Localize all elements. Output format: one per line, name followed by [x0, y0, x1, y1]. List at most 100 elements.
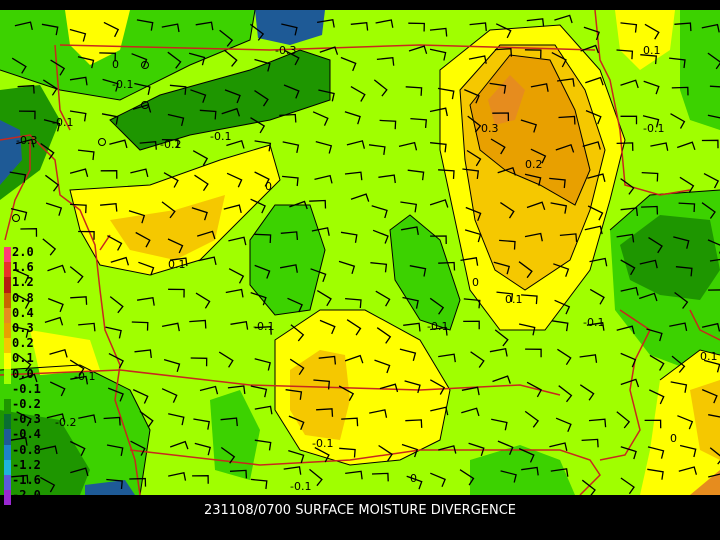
wind-barb — [218, 351, 234, 368]
contour-label: -0.3 — [275, 44, 296, 57]
legend-label: 0.1 — [12, 351, 34, 366]
wind-barb — [369, 409, 388, 418]
wind-barb — [69, 266, 84, 284]
wind-barb — [579, 354, 598, 363]
wind-barb — [103, 416, 121, 426]
wind-barb — [17, 84, 35, 94]
wind-barb — [525, 348, 542, 358]
moisture-divergence-map: 0 -0.1 -0.3 -0.1 -0.2 -0.1 -0.3 0 0.3 0.… — [0, 10, 720, 495]
legend-swatch — [4, 475, 11, 491]
legend-row: 1.6 — [4, 261, 44, 278]
wind-barb — [673, 236, 690, 249]
wind-barb — [496, 291, 514, 302]
wind-barb — [338, 385, 355, 402]
wind-barb — [250, 291, 267, 306]
wind-barb — [311, 227, 330, 236]
wind-barb — [674, 291, 689, 309]
wind-barb — [467, 115, 482, 133]
wind-barb — [282, 141, 300, 154]
wind-barb — [254, 439, 272, 451]
legend-row: -1.2 — [4, 458, 44, 475]
wind-barb — [309, 199, 327, 209]
region-neg-upper-left — [0, 10, 255, 100]
wind-barb — [647, 446, 665, 459]
wind-barb — [47, 264, 66, 274]
legend-row: -1.6 — [4, 473, 44, 491]
wind-barb — [587, 173, 606, 182]
wind-barb — [283, 466, 302, 475]
wind-barb — [409, 265, 427, 277]
legend-swatch — [4, 323, 11, 339]
wind-barb — [254, 405, 273, 415]
wind-barb — [584, 225, 603, 235]
region-pos-mid-left-core — [110, 195, 225, 260]
wind-barb — [616, 233, 635, 243]
wind-barb — [18, 110, 36, 120]
legend-label: 2.0 — [12, 245, 34, 259]
wind-barb — [105, 326, 122, 339]
wind-barb — [679, 444, 697, 458]
wind-barb — [102, 78, 119, 92]
wind-barb — [620, 207, 639, 216]
wind-barb — [430, 142, 447, 153]
wind-barb — [283, 84, 300, 99]
wind-barb — [70, 375, 89, 385]
wind-barb — [495, 23, 512, 39]
wind-barb — [616, 49, 634, 60]
wind-barb — [11, 474, 29, 484]
wind-barb — [620, 378, 640, 388]
contour-label: -0.3 — [16, 134, 37, 147]
wind-barb — [530, 83, 549, 92]
wind-barb — [130, 168, 149, 178]
wind-barb — [370, 262, 388, 273]
wind-barb — [136, 19, 154, 31]
wind-barb — [671, 355, 686, 373]
wind-barb — [640, 54, 658, 65]
wind-barb — [199, 385, 219, 395]
wind-barb — [463, 320, 480, 330]
wind-barb — [469, 22, 487, 32]
wind-barb — [279, 113, 297, 123]
wind-barb — [12, 325, 29, 338]
region-pos-bottom-center-core — [290, 350, 350, 440]
wind-barb — [43, 119, 61, 132]
wind-barb — [670, 113, 686, 129]
legend-swatch — [4, 399, 11, 415]
wind-barb — [550, 202, 568, 214]
wind-barb — [314, 447, 330, 463]
legend-swatch — [4, 444, 11, 460]
legend-swatch — [4, 490, 11, 506]
wind-barb — [375, 290, 391, 307]
contour-label: -0.1 — [112, 78, 133, 91]
wind-barb — [429, 27, 448, 37]
wind-barb — [250, 385, 268, 398]
wind-barb — [345, 297, 362, 309]
wind-barb — [131, 53, 148, 68]
legend-label: 1.2 — [12, 275, 34, 290]
contour-label: -0.1 — [74, 370, 95, 383]
wind-barb — [526, 201, 546, 211]
wind-barb — [344, 111, 361, 125]
wind-barb — [109, 139, 128, 149]
wind-barb — [646, 328, 663, 342]
legend-swatch — [4, 353, 11, 369]
wind-barb — [429, 297, 445, 315]
wind-barb — [549, 177, 566, 189]
wind-barb — [581, 479, 596, 495]
wind-barb — [49, 348, 68, 358]
wind-barb — [707, 114, 720, 119]
wind-barb — [10, 207, 28, 221]
wind-barb — [314, 174, 333, 184]
wind-barb — [557, 348, 572, 366]
legend-label: -1.6 — [12, 473, 41, 487]
legend-row: 1.2 — [4, 275, 44, 293]
wind-barb — [429, 107, 448, 117]
wind-barb — [290, 324, 305, 342]
wind-barb — [708, 414, 720, 418]
wind-barb — [69, 28, 87, 42]
region-pos-top-right — [615, 10, 675, 70]
wind-barb — [344, 171, 363, 181]
wind-barb — [430, 235, 447, 245]
wind-barb — [108, 353, 124, 369]
wind-barb — [399, 348, 417, 361]
